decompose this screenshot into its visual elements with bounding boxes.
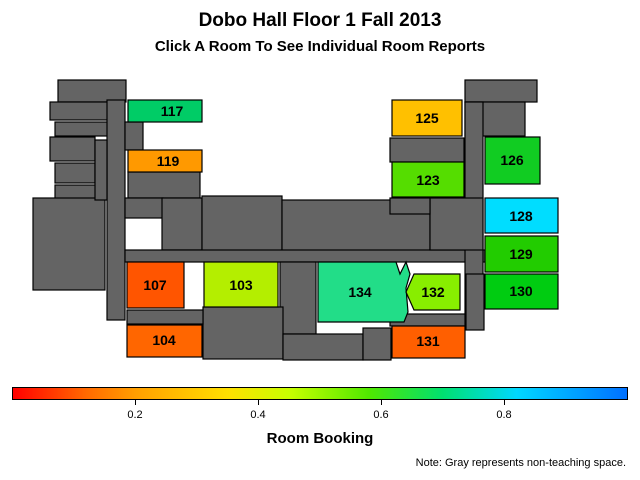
room-125[interactable]: 125 xyxy=(391,99,463,137)
room-128-area[interactable] xyxy=(484,197,559,234)
page-title: Dobo Hall Floor 1 Fall 2013 xyxy=(198,10,442,31)
room-131[interactable]: 131 xyxy=(391,325,466,359)
room-107-area[interactable] xyxy=(126,261,185,309)
legend-tick-mark xyxy=(258,400,259,405)
room-126-area[interactable] xyxy=(484,136,541,185)
room-117-area[interactable] xyxy=(127,99,203,123)
legend-tick-label: 0.8 xyxy=(496,409,512,421)
color-scale-bar xyxy=(12,387,628,400)
room-125-area[interactable] xyxy=(391,99,463,137)
room-134-area[interactable] xyxy=(317,260,411,323)
room-132[interactable]: 132 xyxy=(405,273,461,311)
room-128[interactable]: 128 xyxy=(484,197,559,234)
room-134[interactable]: 134 xyxy=(317,260,411,323)
room-123-area[interactable] xyxy=(391,161,465,198)
legend-tick-label: 0.6 xyxy=(373,409,389,421)
page-subtitle: Click A Room To See Individual Room Repo… xyxy=(154,38,486,55)
gray-space-note: Note: Gray represents non-teaching space… xyxy=(415,457,626,469)
legend-tick-mark xyxy=(381,400,382,405)
room-129-area[interactable] xyxy=(484,235,559,273)
room-131-area[interactable] xyxy=(391,325,466,359)
room-130[interactable]: 130 xyxy=(484,273,559,310)
room-119[interactable]: 119 xyxy=(127,149,203,173)
legend-tick-mark xyxy=(504,400,505,405)
legend-tick-label: 0.2 xyxy=(127,409,143,421)
legend-tick-mark xyxy=(135,400,136,405)
room-126[interactable]: 126 xyxy=(484,136,541,185)
room-107[interactable]: 107 xyxy=(126,261,185,309)
room-129[interactable]: 129 xyxy=(484,235,559,273)
non-teaching-space xyxy=(32,79,538,361)
room-119-area[interactable] xyxy=(127,149,203,173)
room-123[interactable]: 123 xyxy=(391,161,465,198)
room-130-area[interactable] xyxy=(484,273,559,310)
room-117[interactable]: 117 xyxy=(127,99,203,123)
room-104-area[interactable] xyxy=(126,324,203,358)
room-132-area[interactable] xyxy=(405,273,461,311)
legend-tick-label: 0.4 xyxy=(250,409,266,421)
legend-title: Room Booking xyxy=(266,430,374,447)
room-103[interactable]: 103 xyxy=(203,261,279,308)
room-103-area[interactable] xyxy=(203,261,279,308)
room-104[interactable]: 104 xyxy=(126,324,203,358)
